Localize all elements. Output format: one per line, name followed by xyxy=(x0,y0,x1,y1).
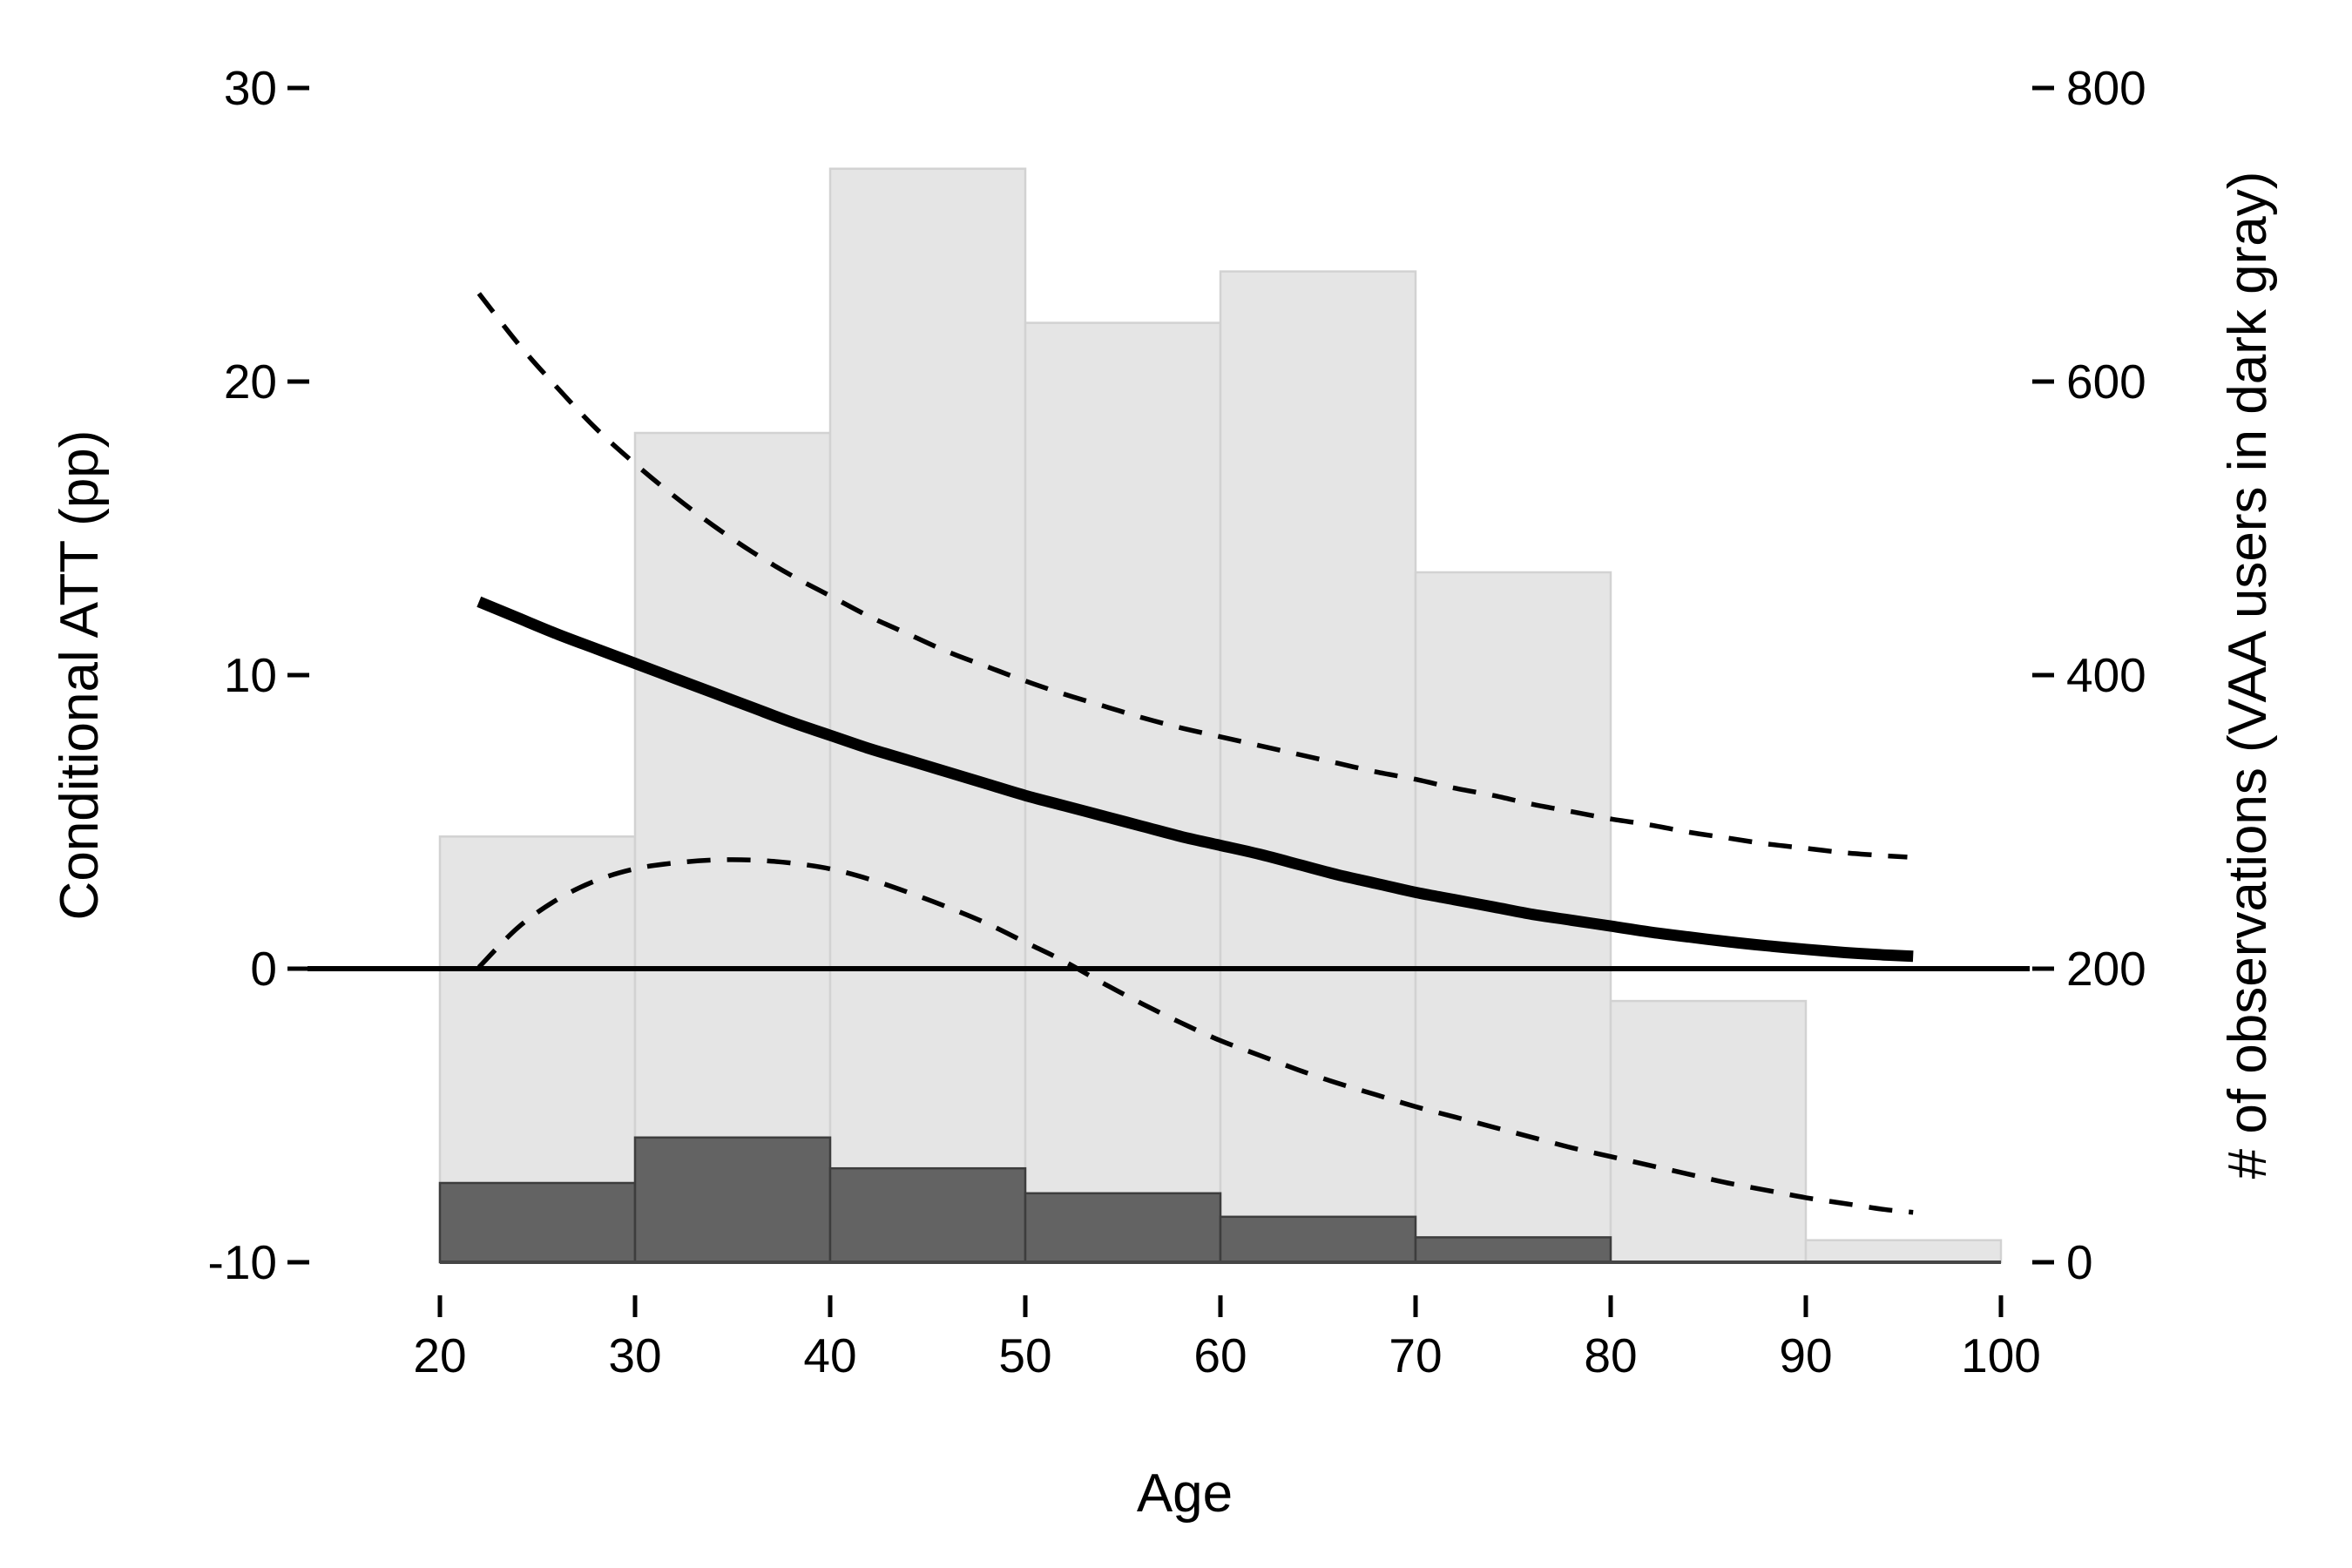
y-right-tick-label: 800 xyxy=(2066,61,2146,115)
ci-upper-dashed-line xyxy=(476,292,1908,860)
axis-ticks-group xyxy=(287,85,2054,1317)
histogram-bar-all xyxy=(1804,1239,2003,1264)
axis-tick-labels-group: 20 30 40 50 60 70 80 90 100 -10 0 10 20 30 0 200 400 600 8… xyxy=(208,61,2146,1382)
histogram-bar-all xyxy=(1024,321,1222,1264)
x-axis-title: Age xyxy=(1137,1463,1233,1524)
x-tick-label: 40 xyxy=(803,1328,856,1382)
histogram-bar-all xyxy=(1609,999,1808,1264)
x-tick-label: 80 xyxy=(1584,1328,1637,1382)
y-left-tick-label: 30 xyxy=(224,61,277,115)
histogram-bar-all xyxy=(828,167,1027,1264)
y-left-tick-label: -10 xyxy=(208,1235,278,1289)
histogram-vaa-group xyxy=(438,1136,1612,1264)
x-tick-label: 90 xyxy=(1779,1328,1832,1382)
y-left-axis-title: Conditional ATT (pp) xyxy=(50,430,110,921)
x-tick-label: 30 xyxy=(608,1328,661,1382)
curves-group xyxy=(476,292,1914,1215)
histogram-bar-all xyxy=(633,431,832,1264)
x-tick-label: 60 xyxy=(1193,1328,1247,1382)
y-right-tick-label: 400 xyxy=(2066,648,2146,702)
x-tick-label: 50 xyxy=(998,1328,1051,1382)
y-right-tick-label: 0 xyxy=(2066,1235,2093,1289)
histogram-all-group xyxy=(438,167,2003,1264)
y-left-tick-label: 10 xyxy=(224,648,277,702)
histogram-bar-vaa xyxy=(828,1166,1027,1264)
histogram-bar-all xyxy=(1219,270,1417,1264)
y-right-axis-title: # of observations (VAA users in dark gra… xyxy=(2218,172,2278,1179)
histogram-bar-vaa xyxy=(633,1136,832,1264)
histogram-bar-vaa xyxy=(1219,1215,1417,1264)
x-tick-label: 70 xyxy=(1389,1328,1442,1382)
y-left-tick-label: 0 xyxy=(250,942,277,996)
histogram-bar-vaa xyxy=(1024,1192,1222,1264)
ci-lower-dashed-line xyxy=(476,857,1914,1215)
histogram-bar-vaa xyxy=(438,1181,637,1264)
x-tick-label: 100 xyxy=(1961,1328,2041,1382)
att-estimate-line xyxy=(476,596,1914,963)
y-right-tick-label: 200 xyxy=(2066,942,2146,996)
y-right-tick-label: 600 xyxy=(2066,355,2146,409)
y-left-tick-label: 20 xyxy=(224,355,277,409)
x-tick-label: 20 xyxy=(413,1328,466,1382)
histogram-bar-vaa xyxy=(1414,1236,1612,1264)
